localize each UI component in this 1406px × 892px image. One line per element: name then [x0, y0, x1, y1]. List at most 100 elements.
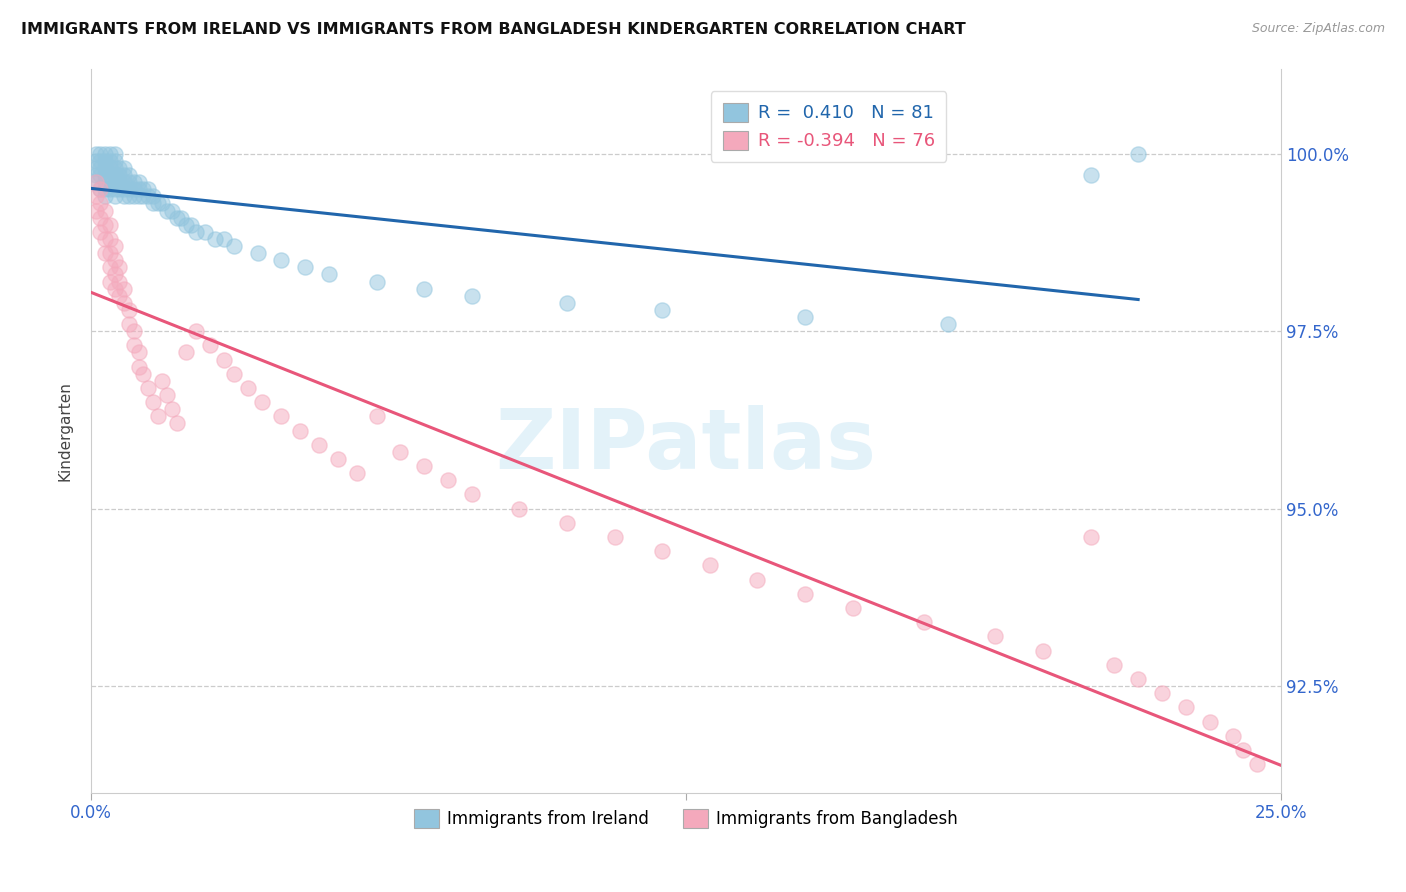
Point	[346, 466, 368, 480]
Point	[603, 530, 626, 544]
Point	[94, 203, 117, 218]
Point	[1222, 729, 1244, 743]
Point	[366, 275, 388, 289]
Point	[108, 275, 131, 289]
Point	[84, 175, 107, 189]
Point	[984, 630, 1007, 644]
Point	[108, 168, 131, 182]
Point	[389, 445, 412, 459]
Point	[108, 182, 131, 196]
Point	[1032, 643, 1054, 657]
Point	[98, 246, 121, 260]
Point	[413, 459, 436, 474]
Point	[270, 253, 292, 268]
Point	[98, 218, 121, 232]
Point	[128, 182, 150, 196]
Point	[136, 381, 159, 395]
Point	[132, 182, 155, 196]
Point	[180, 218, 202, 232]
Point	[160, 402, 183, 417]
Point	[94, 153, 117, 168]
Point	[112, 182, 135, 196]
Point	[89, 153, 111, 168]
Point	[104, 182, 127, 196]
Point	[118, 182, 141, 196]
Point	[122, 175, 145, 189]
Point	[112, 189, 135, 203]
Point	[936, 317, 959, 331]
Point	[174, 345, 197, 359]
Point	[1126, 146, 1149, 161]
Point	[222, 239, 245, 253]
Point	[128, 175, 150, 189]
Point	[146, 409, 169, 424]
Point	[104, 189, 127, 203]
Point	[794, 310, 817, 324]
Point	[118, 317, 141, 331]
Point	[98, 153, 121, 168]
Point	[108, 260, 131, 275]
Point	[318, 268, 340, 282]
Point	[104, 146, 127, 161]
Point	[118, 175, 141, 189]
Point	[94, 161, 117, 175]
Point	[94, 232, 117, 246]
Point	[308, 438, 330, 452]
Point	[156, 203, 179, 218]
Point	[94, 218, 117, 232]
Point	[104, 253, 127, 268]
Point	[328, 452, 350, 467]
Text: Source: ZipAtlas.com: Source: ZipAtlas.com	[1251, 22, 1385, 36]
Point	[98, 232, 121, 246]
Point	[98, 260, 121, 275]
Point	[98, 182, 121, 196]
Point	[142, 189, 165, 203]
Point	[84, 175, 107, 189]
Point	[108, 289, 131, 303]
Point	[252, 395, 274, 409]
Point	[89, 168, 111, 182]
Point	[166, 417, 188, 431]
Point	[194, 225, 217, 239]
Point	[142, 196, 165, 211]
Point	[128, 359, 150, 374]
Point	[98, 168, 121, 182]
Point	[212, 232, 235, 246]
Point	[122, 189, 145, 203]
Point	[461, 289, 484, 303]
Point	[89, 182, 111, 196]
Point	[89, 225, 111, 239]
Point	[794, 587, 817, 601]
Point	[747, 573, 769, 587]
Point	[112, 161, 135, 175]
Point	[651, 544, 673, 558]
Point	[1246, 757, 1268, 772]
Point	[555, 295, 578, 310]
Point	[94, 246, 117, 260]
Point	[122, 338, 145, 352]
Point	[1080, 168, 1102, 182]
Point	[1080, 530, 1102, 544]
Point	[122, 324, 145, 338]
Point	[1174, 700, 1197, 714]
Point	[1150, 686, 1173, 700]
Point	[94, 189, 117, 203]
Point	[94, 182, 117, 196]
Point	[132, 367, 155, 381]
Point	[413, 282, 436, 296]
Point	[132, 189, 155, 203]
Point	[156, 388, 179, 402]
Point	[104, 168, 127, 182]
Point	[246, 246, 269, 260]
Point	[290, 424, 312, 438]
Point	[912, 615, 935, 630]
Point	[104, 175, 127, 189]
Point	[122, 182, 145, 196]
Point	[294, 260, 316, 275]
Point	[118, 168, 141, 182]
Point	[198, 338, 221, 352]
Point	[89, 146, 111, 161]
Text: ZIPatlas: ZIPatlas	[495, 405, 876, 485]
Point	[651, 302, 673, 317]
Point	[84, 146, 107, 161]
